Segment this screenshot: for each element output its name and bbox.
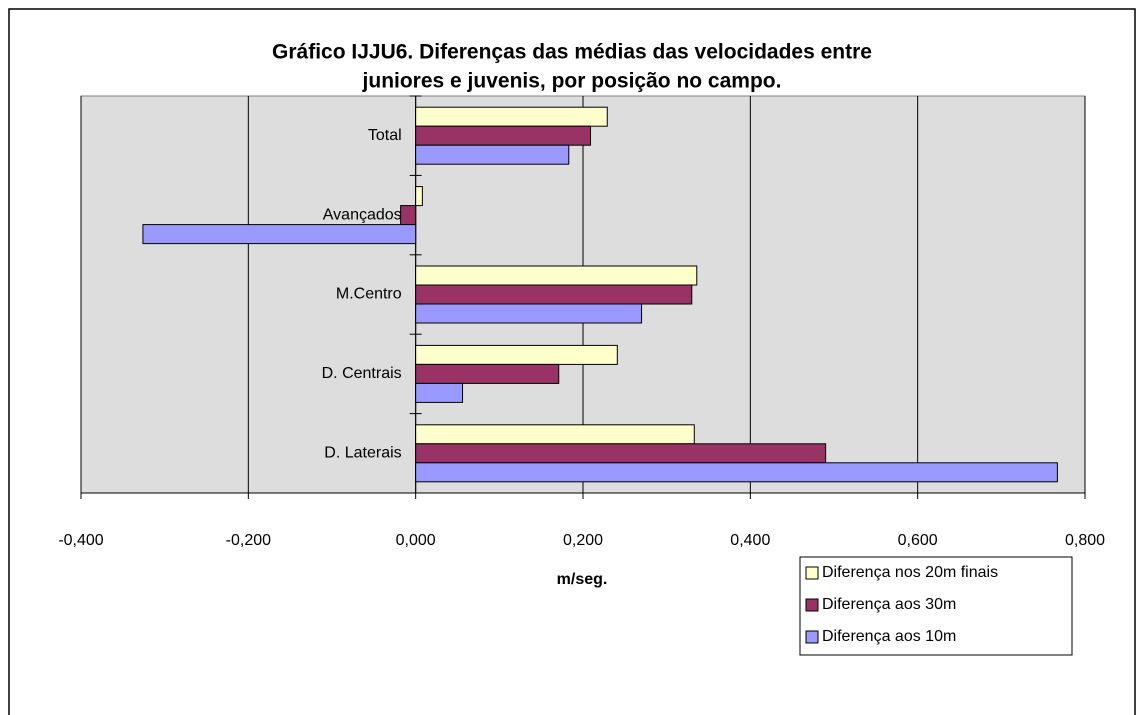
bar (415, 344, 618, 365)
x-tick-label: 0,800 (1065, 532, 1105, 549)
chart-title: juniores e juvenis, por posição no campo… (362, 70, 782, 93)
x-tick-label: 0,600 (898, 532, 938, 549)
x-tick-label: -0,200 (226, 532, 271, 549)
y-tick-label: D. Laterais (324, 445, 401, 462)
bar (415, 144, 570, 165)
x-tick-label: -0,400 (58, 532, 103, 549)
bar (415, 363, 560, 384)
bar (400, 205, 417, 226)
bar (415, 125, 592, 146)
legend (799, 556, 1073, 656)
y-tick-label: M.Centro (336, 286, 402, 303)
bar (142, 224, 417, 245)
bar (415, 284, 693, 305)
bar (415, 303, 643, 324)
y-tick-label: Avançados (323, 206, 402, 223)
y-tick-label: D. Centrais (322, 365, 402, 382)
bar (415, 265, 698, 286)
bar (415, 443, 827, 464)
legend-label: Diferença nos 20m finais (822, 564, 998, 581)
chart-title: Gráfico IJJU6. Diferenças das médias das… (272, 41, 872, 64)
bar (415, 424, 695, 445)
legend-swatch (805, 566, 819, 580)
bar (415, 382, 464, 403)
x-tick-label: 0,000 (396, 532, 436, 549)
x-tick-label: 0,400 (730, 532, 770, 549)
x-tick-label: 0,200 (563, 532, 603, 549)
bar (415, 186, 423, 207)
x-axis-title: m/seg. (557, 571, 608, 588)
bar (415, 462, 1058, 483)
legend-label: Diferença aos 10m (822, 628, 956, 645)
legend-swatch (805, 630, 819, 644)
legend-label: Diferença aos 30m (822, 596, 956, 613)
bar (415, 106, 608, 127)
y-tick-label: Total (368, 127, 402, 144)
legend-swatch (805, 598, 819, 612)
